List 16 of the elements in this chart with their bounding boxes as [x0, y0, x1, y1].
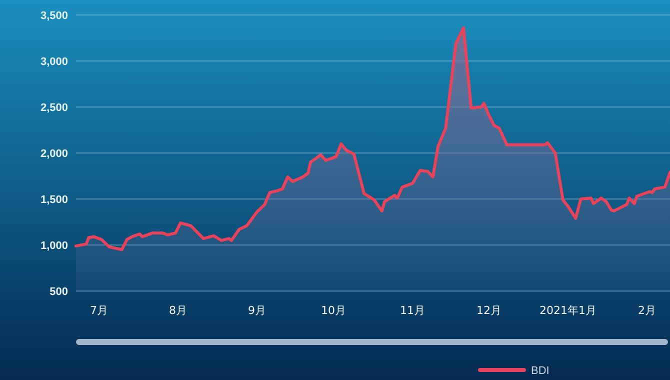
- x-tick-label: 8月: [168, 304, 187, 317]
- x-tick-label: 10月: [320, 304, 346, 317]
- x-tick-label: 12月: [476, 304, 502, 317]
- y-tick-label: 1,500: [40, 194, 68, 206]
- legend-label: BDI: [531, 365, 550, 377]
- y-tick-label: 3,000: [40, 56, 68, 68]
- y-tick-label: 2,000: [40, 148, 68, 160]
- x-tick-label: 7月: [90, 304, 108, 317]
- x-tick-label: 2月: [638, 304, 656, 317]
- y-tick-label: 1,000: [40, 240, 68, 252]
- x-tick-label: 2021年1月: [540, 304, 597, 317]
- y-tick-label: 2,500: [40, 102, 68, 114]
- y-tick-label: 3,500: [40, 10, 68, 22]
- y-tick-label: 500: [50, 286, 68, 298]
- x-tick-label: 9月: [248, 304, 266, 317]
- x-tick-label: 11月: [400, 304, 426, 317]
